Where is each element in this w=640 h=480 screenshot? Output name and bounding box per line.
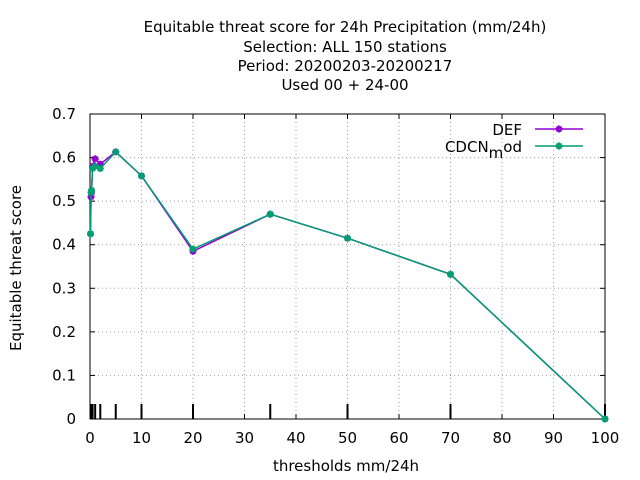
y-axis-ticks: 0 0.1 0.2 0.3 0.4 0.5 0.6 0.7 — [52, 105, 605, 428]
data-point-cdcn — [96, 164, 104, 172]
y-tick-label: 0.5 — [52, 192, 76, 210]
marker-stroke-d2 — [112, 148, 119, 156]
marker-stroke-d2 — [88, 187, 95, 194]
title-line-2: Selection: ALL 150 stations — [243, 38, 447, 56]
marker-stroke-d2 — [87, 230, 94, 238]
x-tick-label: 80 — [492, 429, 511, 447]
y-tick-label: 0.6 — [52, 149, 76, 167]
title-line-1: Equitable threat score for 24h Precipita… — [144, 18, 547, 36]
grid-lines — [90, 114, 605, 419]
x-tick-label: 50 — [338, 429, 357, 447]
y-tick-label: 0.4 — [52, 236, 76, 254]
marker-stroke-d2 — [138, 172, 145, 180]
marker-stroke-d2 — [555, 125, 563, 133]
data-point-cdcn — [88, 186, 96, 194]
legend-label-cdcn: CDCNmod — [445, 138, 522, 162]
marker-stroke-d2 — [97, 165, 104, 172]
y-tick-label: 0.3 — [52, 279, 76, 297]
marker-stroke-d2 — [91, 155, 99, 163]
x-tick-label: 10 — [132, 429, 151, 447]
legend-samples — [535, 125, 583, 150]
marker-stroke-d2 — [91, 163, 99, 170]
y-tick-label: 0.2 — [52, 323, 76, 341]
marker-stroke-d2 — [267, 211, 274, 218]
legend-sample-marker-def — [555, 125, 563, 133]
data-point-cdcn — [601, 415, 609, 423]
marker-stroke-d2 — [601, 415, 609, 423]
marker-stroke-d2 — [189, 245, 197, 253]
data-point-cdcn — [447, 270, 454, 278]
data-point-def — [91, 155, 99, 163]
legend: DEF CDCNmod — [445, 121, 583, 162]
chart-title: Equitable threat score for 24h Precipita… — [144, 18, 547, 94]
title-line-4: Used 00 + 24-00 — [281, 76, 408, 94]
x-tick-label: 70 — [441, 429, 460, 447]
x-axis-label: thresholds mm/24h — [273, 457, 419, 475]
x-tick-label: 30 — [235, 429, 254, 447]
y-tick-label: 0 — [66, 410, 76, 428]
legend-label-def: DEF — [492, 121, 522, 139]
legend-sample-marker-cdcn — [555, 142, 563, 150]
legend-label-cdcn-suffix: od — [503, 138, 522, 156]
y-tick-label: 0.7 — [52, 105, 76, 123]
marker-stroke-d2 — [555, 142, 563, 150]
y-tick-label: 0.1 — [52, 366, 76, 384]
x-tick-label: 0 — [85, 429, 95, 447]
legend-label-cdcn-main: CDCN — [445, 138, 489, 156]
data-point-cdcn — [138, 172, 145, 180]
data-point-cdcn — [344, 234, 351, 242]
y-axis-label: Equitable threat score — [7, 185, 25, 351]
x-tick-label: 90 — [544, 429, 563, 447]
data-point-cdcn — [266, 210, 274, 218]
x-tick-label: 40 — [286, 429, 305, 447]
data-point-cdcn — [112, 148, 120, 156]
title-line-3: Period: 20200203-20200217 — [238, 57, 453, 75]
x-tick-label: 60 — [389, 429, 408, 447]
x-tick-label: 20 — [183, 429, 202, 447]
series-layer — [87, 148, 609, 423]
marker-stroke-d2 — [447, 271, 454, 278]
data-point-cdcn — [189, 245, 197, 253]
legend-label-cdcn-subscript: m — [489, 144, 504, 162]
x-tick-label: 100 — [591, 429, 620, 447]
x-axis-ticks: 0 10 20 30 40 50 60 70 80 90 100 — [85, 114, 619, 447]
data-point-cdcn — [87, 230, 95, 238]
marker-stroke-d2 — [344, 234, 351, 242]
